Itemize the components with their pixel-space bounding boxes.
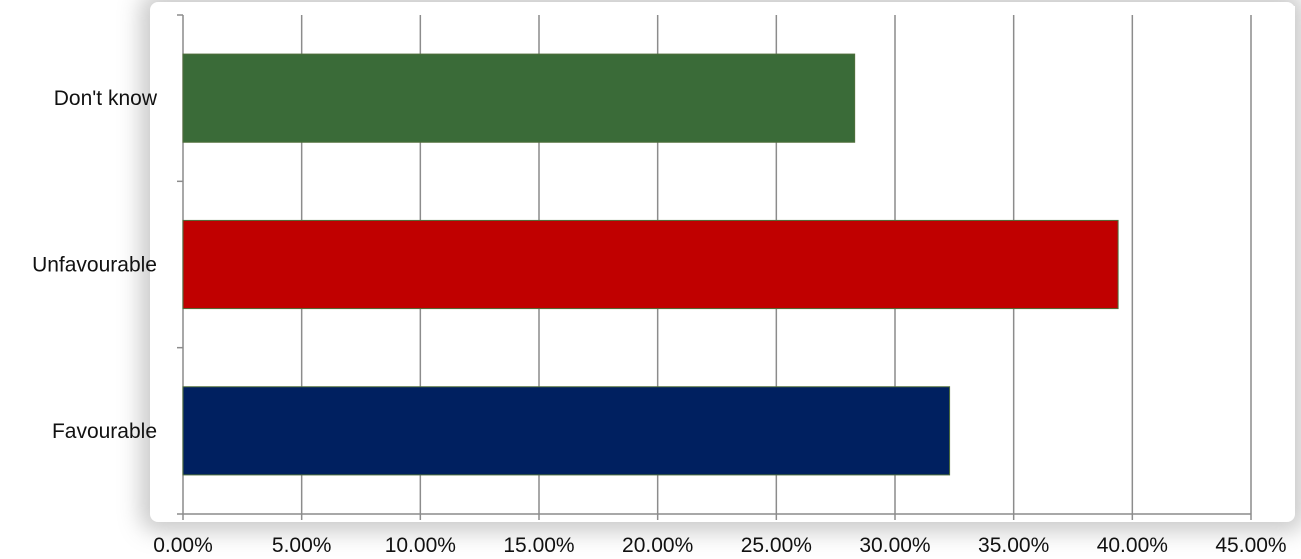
x-tick-label: 40.00% [1097, 534, 1168, 557]
x-tick-label: 0.00% [153, 534, 213, 557]
bar-unfavourable [182, 219, 1119, 310]
x-tick-label: 45.00% [1215, 534, 1286, 557]
x-tick-label: 15.00% [503, 534, 574, 557]
bar-don-t-know [182, 53, 856, 143]
labels: 0.00% 5.00% 10.00% 15.00% 20.00% 25.00% 30.00%… [32, 87, 1287, 557]
bar-favourable [182, 386, 951, 476]
category-label: Unfavourable [32, 254, 157, 277]
x-tick-label: 25.00% [741, 534, 812, 557]
category-label: Favourable [52, 420, 157, 443]
category-label: Don't know [54, 87, 158, 110]
x-tick-label: 5.00% [272, 534, 332, 557]
x-tick-label: 20.00% [622, 534, 693, 557]
bars [182, 53, 1119, 476]
x-tick-label: 30.00% [859, 534, 930, 557]
x-tick-label: 10.00% [385, 534, 456, 557]
x-tick-label: 35.00% [978, 534, 1049, 557]
